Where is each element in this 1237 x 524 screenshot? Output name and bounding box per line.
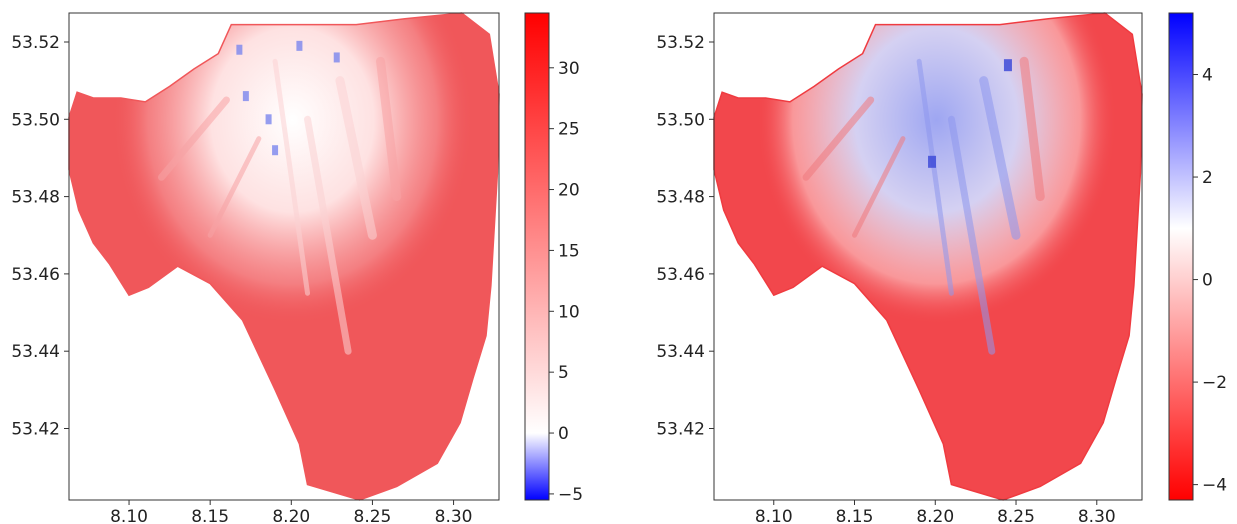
y-tick-label: 53.42 bbox=[11, 419, 60, 439]
right-y-axis-ticks: 53.42 53.44 53.46 53.48 53.50 53.52 bbox=[656, 33, 714, 439]
colorbar-tick-label: −4 bbox=[1202, 476, 1227, 496]
colorbar-tick-label: −5 bbox=[558, 485, 583, 505]
y-tick-label: 53.46 bbox=[11, 265, 60, 285]
x-tick-label: 8.10 bbox=[755, 507, 793, 524]
colorbar-tick-label: 25 bbox=[558, 120, 580, 140]
negative-patch bbox=[333, 52, 340, 63]
left-colorbar: −5 0 5 10 15 20 25 30 bbox=[524, 12, 583, 505]
x-tick-label: 8.15 bbox=[836, 507, 874, 524]
left-y-axis-ticks: 53.42 53.44 53.46 53.48 53.50 53.52 bbox=[11, 33, 69, 439]
y-tick-label: 53.52 bbox=[656, 33, 705, 53]
channel-streak bbox=[802, 96, 875, 181]
negative-patch bbox=[236, 44, 243, 55]
x-tick-label: 8.10 bbox=[110, 507, 148, 524]
negative-patch bbox=[272, 145, 279, 156]
channel-streak bbox=[157, 96, 230, 181]
channel-streak bbox=[916, 58, 954, 296]
high-patch bbox=[1003, 59, 1012, 72]
x-tick-label: 8.20 bbox=[272, 507, 310, 524]
right-x-axis-ticks: 8.10 8.15 8.20 8.25 8.30 bbox=[755, 500, 1116, 524]
channel-streak bbox=[207, 136, 262, 238]
colorbar-tick-label: 15 bbox=[558, 241, 580, 261]
y-tick-label: 53.44 bbox=[11, 342, 60, 362]
channel-streak bbox=[979, 76, 1021, 240]
colorbar-gradient bbox=[524, 12, 550, 501]
right-axes-frame bbox=[713, 12, 1143, 501]
channel-streak bbox=[335, 76, 377, 240]
colorbar-tick-label: 5 bbox=[558, 363, 569, 383]
x-tick-label: 8.25 bbox=[997, 507, 1035, 524]
x-tick-label: 8.20 bbox=[916, 507, 954, 524]
colorbar-tick-label: 20 bbox=[558, 181, 580, 201]
channel-streak bbox=[1019, 56, 1045, 202]
channel-streak bbox=[272, 58, 311, 296]
colorbar-tick-label: 10 bbox=[558, 302, 580, 322]
channel-streak bbox=[304, 115, 352, 355]
colorbar-tick-label: −2 bbox=[1202, 373, 1227, 393]
x-tick-label: 8.15 bbox=[191, 507, 229, 524]
colorbar-tick-label: 0 bbox=[558, 424, 569, 444]
channel-streak bbox=[852, 136, 906, 238]
region-outline bbox=[68, 12, 500, 501]
y-tick-label: 53.50 bbox=[11, 110, 60, 130]
y-tick-label: 53.44 bbox=[656, 342, 705, 362]
channel-streak bbox=[376, 56, 402, 202]
high-patch bbox=[928, 155, 937, 168]
x-tick-label: 8.30 bbox=[1078, 507, 1116, 524]
channel-streak bbox=[947, 115, 996, 355]
region-outline bbox=[713, 12, 1143, 501]
right-heatmap-panel: 8.10 8.15 8.20 8.25 8.30 53.4253.4453.4653.4… bbox=[656, 12, 1143, 524]
colorbar-tick-label: 2 bbox=[1202, 168, 1213, 188]
colorbar-tick-label: 30 bbox=[558, 59, 580, 79]
negative-patch bbox=[265, 114, 272, 125]
colorbar-tick-label: 0 bbox=[1202, 271, 1213, 291]
x-tick-label: 8.30 bbox=[435, 507, 473, 524]
y-tick-label: 53.42 bbox=[656, 419, 705, 439]
y-tick-label: 53.48 bbox=[656, 188, 705, 208]
y-tick-label: 53.46 bbox=[656, 265, 705, 285]
right-colorbar: −4 −2 0 2 4 bbox=[1168, 12, 1227, 501]
colorbar-tick-label: 4 bbox=[1202, 66, 1213, 86]
y-tick-label: 53.48 bbox=[11, 188, 60, 208]
colorbar-gradient bbox=[1168, 12, 1194, 501]
left-x-axis-ticks: 8.10 8.15 8.20 8.25 8.30 bbox=[110, 500, 472, 524]
left-axes-frame bbox=[68, 12, 500, 501]
y-tick-label: 53.52 bbox=[11, 33, 60, 53]
negative-patch bbox=[242, 91, 249, 102]
negative-patch bbox=[296, 40, 303, 51]
left-heatmap-panel: 8.10 8.15 8.20 8.25 8.30 53.4253.4453.4653.4… bbox=[11, 12, 500, 524]
y-tick-label: 53.50 bbox=[656, 110, 705, 130]
x-tick-label: 8.25 bbox=[354, 507, 392, 524]
